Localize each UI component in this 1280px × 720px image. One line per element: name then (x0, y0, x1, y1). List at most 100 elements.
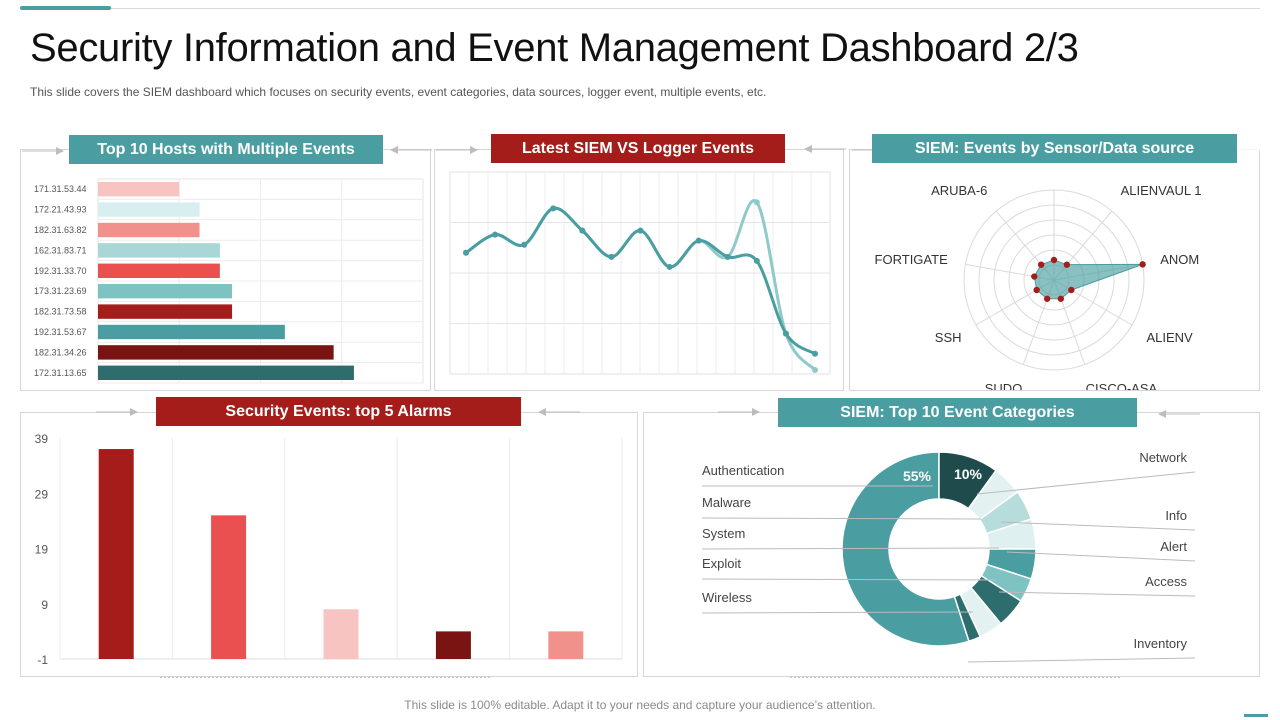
data-point (492, 231, 499, 238)
category-label: Access (1145, 574, 1187, 589)
alarm-bar (435, 631, 471, 659)
category-label: Malware (702, 495, 751, 510)
data-point (753, 199, 760, 206)
data-point (695, 237, 702, 244)
y-tick-label: 19 (35, 543, 49, 557)
host-tick-label: 192.31.53.67 (34, 327, 87, 337)
categories-donut-chart: 55% 10% Authentication Malware System Exploit… (701, 450, 1196, 663)
arrow-right-icon (96, 408, 138, 416)
leader-line (1006, 551, 1196, 562)
host-bar (98, 284, 233, 299)
radar-area (1033, 259, 1143, 300)
radar-point (1031, 273, 1038, 280)
data-point (812, 366, 818, 373)
logger-header: Latest SIEM VS Logger Events (491, 134, 785, 163)
host-tick-label: 182.31.73.58 (34, 307, 87, 317)
arrow-left-icon (1158, 410, 1200, 418)
data-point (521, 241, 528, 248)
logger-line-chart (449, 171, 831, 375)
arrow-left-icon (538, 408, 580, 416)
host-tick-label: 172.21.43.93 (34, 205, 87, 215)
radar-point (1139, 261, 1146, 268)
host-bar (98, 243, 220, 258)
radar-point (1037, 261, 1045, 268)
hosts-header: Top 10 Hosts with Multiple Events (69, 135, 383, 164)
radar-label: ALIENV (1146, 330, 1193, 345)
alarm-bar (211, 515, 247, 659)
sensor-radar-chart: PAM_UNIXALIENVAUL 1ANOMALIENVCISCO-ASASU… (875, 183, 1202, 390)
data-point (608, 253, 615, 260)
radar-label: ANOM (1160, 252, 1199, 267)
host-tick-label: 182.31.63.82 (34, 225, 87, 235)
logger-panel (434, 149, 844, 391)
category-label: Authentication (702, 463, 784, 478)
radar-point (1057, 295, 1065, 302)
arrow-right-icon (718, 408, 760, 416)
radar-point (1043, 295, 1051, 302)
category-label: System (702, 526, 745, 541)
radar-label: SUDO (985, 381, 1023, 390)
radar-point (1050, 256, 1058, 264)
data-label: 55% (903, 468, 932, 484)
alarm-bar (98, 449, 134, 659)
y-tick-label: 39 (35, 432, 49, 446)
top-rule (20, 8, 1260, 9)
host-bar (98, 304, 233, 319)
data-label: 10% (954, 466, 983, 482)
leader-line (1000, 521, 1196, 531)
host-tick-label: 172.31.13.65 (34, 368, 87, 378)
data-point (782, 330, 789, 337)
y-tick-label: 29 (35, 487, 49, 501)
radar-label: CISCO-ASA (1086, 381, 1158, 390)
categories-header: SIEM: Top 10 Event Categories (778, 398, 1137, 427)
donut-slice (953, 593, 982, 643)
arrow-right-icon (22, 147, 64, 155)
hosts-bar-chart: 171.31.53.44 172.21.43.93 182.31.63.82 162.… (34, 178, 424, 384)
radar-label: ALIENVAUL 1 (1121, 183, 1202, 198)
host-tick-label: 173.31.23.69 (34, 286, 87, 296)
alarms-header: Security Events: top 5 Alarms (156, 397, 521, 426)
top-accent-bar (20, 6, 111, 10)
host-tick-label: 192.31.33.70 (34, 266, 87, 276)
radar-point (1033, 286, 1040, 294)
data-point (724, 253, 731, 260)
leader-line (701, 611, 974, 614)
leader-line (967, 657, 1196, 663)
host-tick-label: 171.31.53.44 (34, 184, 87, 194)
data-point (550, 205, 557, 212)
arrow-left-icon (390, 146, 432, 154)
host-bar (98, 182, 180, 197)
leader-line (701, 547, 1000, 550)
category-label: Inventory (1134, 636, 1188, 651)
radar-label: FORTIGATE (875, 252, 949, 267)
host-tick-label: 182.31.34.26 (34, 347, 87, 357)
data-point (666, 263, 673, 270)
leader-line (998, 591, 1196, 597)
host-bar (98, 365, 354, 380)
data-point (753, 257, 760, 264)
y-tick-label: 9 (41, 598, 48, 612)
arrow-left-icon (804, 145, 846, 153)
host-bar (98, 263, 220, 278)
data-point (579, 227, 586, 234)
y-tick-label: -1 (37, 653, 48, 667)
radar-label: ARUBA-6 (931, 183, 987, 198)
radar-point (1063, 261, 1071, 268)
dotted-divider (790, 676, 1120, 678)
footer-note: This slide is 100% editable. Adapt it to… (404, 698, 876, 712)
data-point (812, 350, 818, 357)
host-bar (98, 222, 200, 238)
leader-line (701, 517, 982, 520)
alarm-bar (323, 609, 359, 659)
host-tick-label: 162.31.83.71 (34, 245, 87, 255)
leader-line (701, 578, 997, 581)
alarms-bar-chart: 39 29 19 9 -1 (35, 432, 623, 667)
data-point (637, 227, 644, 234)
category-label: Alert (1160, 539, 1187, 554)
sensor-header: SIEM: Events by Sensor/Data source (872, 134, 1237, 163)
dotted-divider (160, 676, 490, 678)
donut-slice (841, 451, 970, 647)
arrow-right-icon (436, 146, 478, 154)
host-bar (98, 324, 285, 340)
radar-point (1068, 286, 1075, 294)
